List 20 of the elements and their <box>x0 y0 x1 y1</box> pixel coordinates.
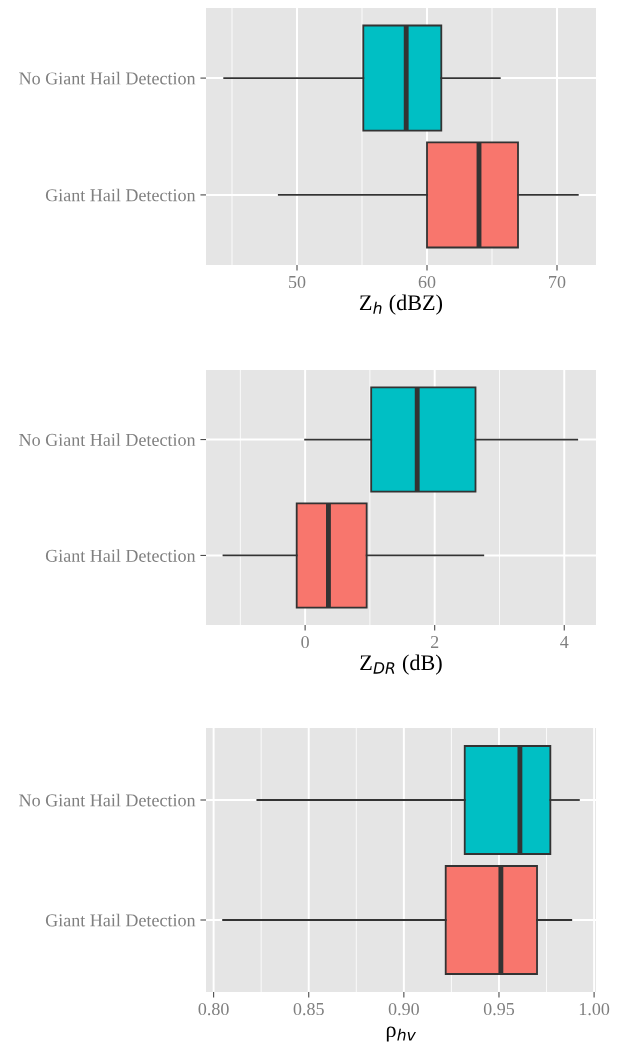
x-tick-label: 60 <box>418 275 436 289</box>
x-tick-label: 0 <box>301 635 309 649</box>
x-axis-title: ρ$_{hv}$ <box>386 1026 416 1042</box>
y-tick-label: Giant Hail Detection <box>45 913 196 927</box>
x-tick-label: 50 <box>289 275 306 289</box>
x-axis-title: Z$_{h}$ (dBZ) <box>359 294 443 315</box>
y-tick-label: Giant Hail Detection <box>45 549 196 562</box>
x-tick-label: 0.80 <box>198 1002 229 1016</box>
y-tick-label: Giant Hail Detection <box>45 188 196 202</box>
y-tick-label: No Giant Hail Detection <box>19 71 196 85</box>
x-tick-label: 70 <box>549 275 566 289</box>
x-axis-title: Z$_{DR}$ (dB) <box>360 654 442 675</box>
x-tick-label: 0.95 <box>483 1002 515 1016</box>
x-tick-label: 0.90 <box>388 1002 419 1016</box>
x-tick-label: 2 <box>430 635 439 648</box>
x-tick-label: 1.00 <box>579 1002 610 1016</box>
y-tick-label: No Giant Hail Detection <box>19 793 196 807</box>
y-tick-label: No Giant Hail Detection <box>19 433 196 446</box>
x-tick-label: 0.85 <box>293 1002 324 1016</box>
x-tick-label: 4 <box>560 636 569 648</box>
